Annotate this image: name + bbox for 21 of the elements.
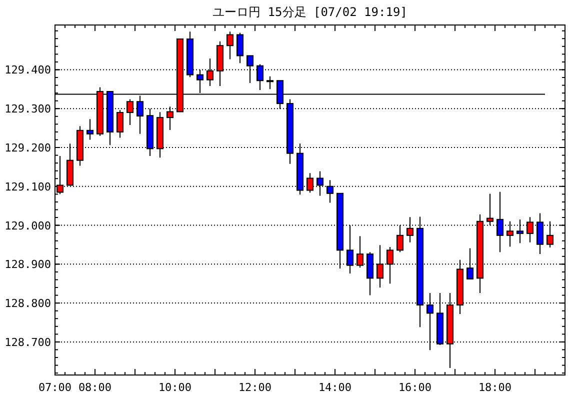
- candlestick: [266, 76, 274, 90]
- title: ユーロ円 15分足 [07/02 19:19]: [212, 5, 408, 19]
- x-tick-label: 08:00: [78, 381, 112, 394]
- y-tick-label: 129.300: [4, 102, 51, 116]
- candlestick: [236, 32, 244, 64]
- x-tick-label: 18:00: [478, 381, 512, 394]
- y-tick-label: 129.000: [4, 219, 51, 232]
- candlestick: [86, 118, 94, 140]
- x-tick-label: 10:00: [158, 381, 192, 394]
- y-tick-label: 128.900: [4, 258, 51, 272]
- y-tick-label: 129.200: [4, 142, 51, 154]
- x-tick-label: 16:00: [398, 381, 432, 394]
- candlestick: [116, 110, 124, 138]
- y-tick-label: 128.800: [4, 297, 51, 310]
- y-tick-label: 128.700: [4, 336, 51, 349]
- x-tick-label: 07:00: [38, 381, 72, 394]
- y-tick-label: 129.100: [4, 180, 51, 194]
- x-tick-label: 14:00: [318, 381, 352, 394]
- candlestick: [226, 31, 234, 60]
- y-tick-label: 129.400: [4, 64, 51, 77]
- x-tick-label: 12:00: [238, 381, 272, 394]
